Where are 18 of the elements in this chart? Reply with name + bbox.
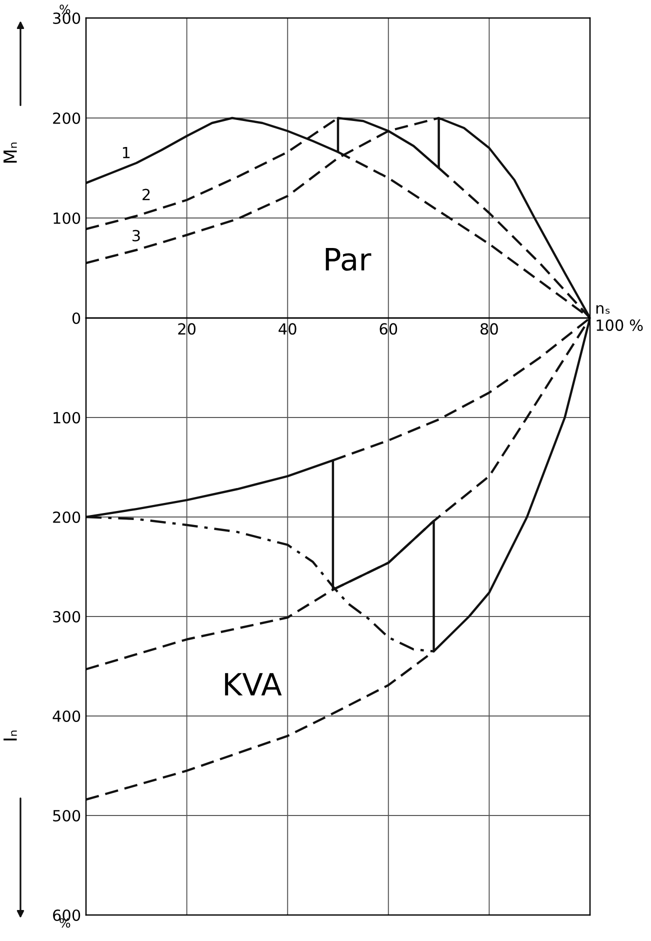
y-tick-label: 300 <box>53 12 80 24</box>
y-tick-label: 0 <box>72 312 80 324</box>
annotation: KVA <box>225 673 282 696</box>
annotation: Par <box>326 248 372 271</box>
annotation: 2 <box>142 188 150 200</box>
text: % <box>60 4 70 14</box>
y-tick-label: 400 <box>52 710 80 722</box>
y-tick-label: 200 <box>53 511 80 524</box>
y-tick-label: 100 <box>54 212 80 224</box>
annotation: 3 <box>132 230 140 242</box>
y-axis-title: Iₙ <box>4 730 17 740</box>
annotation: 1 <box>122 146 130 158</box>
y-tick-label: 500 <box>53 810 80 822</box>
y-axis-title: Mₙ <box>4 142 17 163</box>
y-tick-label: 100 <box>54 412 80 424</box>
y-tick-label: 200 <box>53 112 80 124</box>
y-tick-label: 300 <box>53 610 80 623</box>
x-axis-title: nₛ 100 % <box>596 305 643 331</box>
